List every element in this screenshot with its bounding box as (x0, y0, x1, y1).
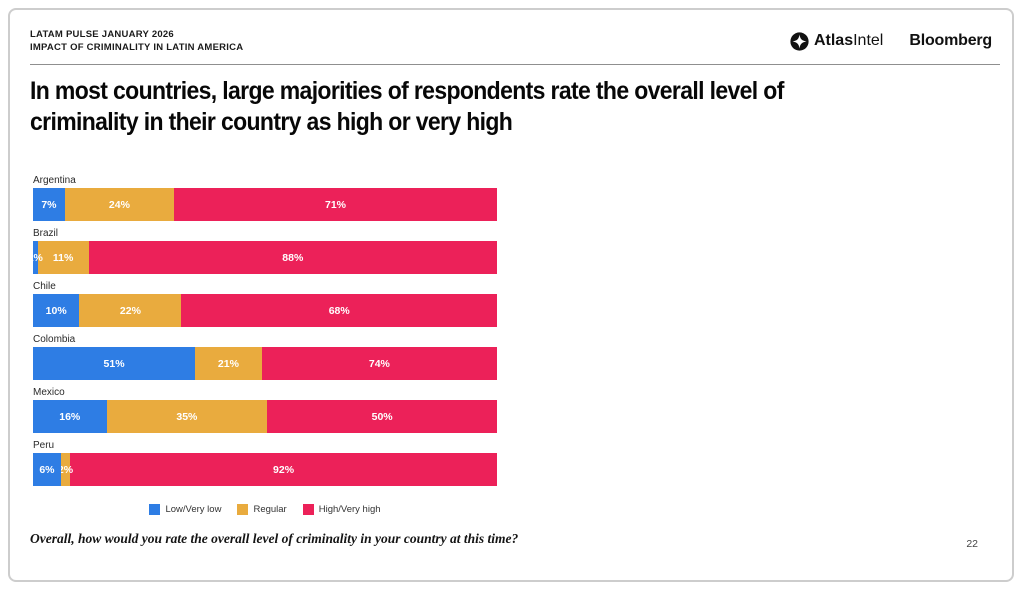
page-number: 22 (966, 538, 978, 550)
bar: 16% 35% 50% (33, 400, 497, 433)
country-label: Mexico (33, 387, 65, 398)
segment-value-label: 7% (41, 198, 57, 211)
segment-regular: 21% (195, 347, 262, 380)
segment-high-very-high: 71% (174, 188, 497, 221)
segment-regular: 35% (106, 400, 268, 433)
segment-regular: 11% (37, 241, 89, 274)
logos: AtlasIntel Bloomberg (790, 31, 992, 51)
segment-value-label: 74% (368, 357, 390, 370)
segment-value-label: 35% (176, 410, 198, 423)
segment-high-very-high: 50% (267, 400, 497, 433)
segment-value-label: 10% (45, 304, 67, 317)
bar: 10% 22% 68% (33, 294, 497, 327)
atlasintel-icon (790, 31, 809, 51)
country-label: Chile (33, 281, 56, 292)
legend-swatch (237, 504, 249, 515)
bar: 1% 11% 88% (33, 241, 497, 274)
legend-item: Regular (237, 504, 287, 515)
legend-label: Low/Very low (165, 504, 222, 515)
segment-value-label: 11% (52, 251, 74, 264)
segment-low-very-low: 10% (33, 294, 80, 327)
legend-swatch (302, 504, 314, 515)
stacked-bar-chart: Argentina 7% 24% 71% Brazil 1% 11% 88% Chile 10% 2… (33, 175, 497, 493)
segment-value-label: 71% (324, 198, 346, 211)
country-label: Peru (33, 440, 55, 451)
country-row: Brazil 1% 11% 88% (33, 228, 497, 274)
segment-regular: 2% (57, 453, 74, 486)
country-row: Argentina 7% 24% 71% (33, 175, 497, 221)
segment-value-label: 92% (273, 463, 295, 476)
segment-value-label: 1% (33, 251, 43, 264)
segment-low-very-low: 51% (33, 347, 196, 380)
kicker-line-1: LATAM PULSE JANUARY 2026 (30, 29, 174, 40)
atlasintel-logo: AtlasIntel (790, 31, 884, 51)
country-label: Colombia (33, 334, 76, 345)
header: LATAM PULSE JANUARY 2026 IMPACT OF CRIMI… (30, 22, 992, 60)
title-line-2: criminality in their country as high or … (30, 108, 513, 136)
bar: 7% 24% 71% (33, 188, 497, 221)
segment-low-very-low: 6% (33, 453, 61, 486)
country-row: Peru 6% 2% 92% (33, 440, 497, 486)
country-label: Brazil (33, 228, 59, 239)
kicker-line-2: IMPACT OF CRIMINALITY IN LATIN AMERICA (30, 42, 244, 53)
segment-low-very-low: 16% (33, 400, 107, 433)
country-row: Chile 10% 22% 68% (33, 281, 497, 327)
survey-question: Overall, how would you rate the overall … (30, 531, 519, 546)
slide-title: In most countries, large majorities of r… (30, 76, 784, 138)
atlasintel-wordmark: AtlasIntel (813, 32, 884, 49)
segment-value-label: 21% (217, 357, 239, 370)
segment-high-very-high: 68% (181, 294, 497, 327)
segment-value-label: 24% (108, 198, 130, 211)
report-kicker: LATAM PULSE JANUARY 2026 IMPACT OF CRIMI… (30, 28, 243, 54)
segment-value-label: 2% (57, 463, 74, 476)
segment-value-label: 22% (119, 304, 141, 317)
segment-value-label: 16% (59, 410, 81, 423)
slide: LATAM PULSE JANUARY 2026 IMPACT OF CRIMI… (8, 8, 1014, 582)
segment-value-label: 6% (39, 463, 55, 476)
bar: 6% 2% 92% (33, 453, 497, 486)
country-row: Mexico 16% 35% 50% (33, 387, 497, 433)
segment-low-very-low: 1% (33, 241, 43, 274)
segment-value-label: 51% (103, 357, 125, 370)
segment-high-very-high: 74% (261, 347, 497, 380)
title-line-1: In most countries, large majorities of r… (30, 77, 784, 105)
segment-regular: 24% (64, 188, 174, 221)
segment-high-very-high: 88% (88, 241, 497, 274)
segment-value-label: 88% (282, 251, 304, 264)
legend-item: High/Very high (302, 504, 381, 515)
segment-regular: 22% (79, 294, 182, 327)
header-divider (30, 64, 1000, 65)
legend-swatch (149, 504, 161, 515)
legend-label: Regular (253, 504, 287, 515)
country-label: Argentina (33, 175, 76, 186)
segment-low-very-low: 7% (33, 188, 65, 221)
chart-legend: Low/Very low Regular High/Very high (33, 504, 497, 515)
bar: 51% 21% 74% (33, 347, 497, 380)
segment-high-very-high: 92% (70, 453, 497, 486)
bloomberg-logo: Bloomberg (909, 32, 992, 49)
segment-value-label: 50% (371, 410, 393, 423)
country-row: Colombia 51% 21% 74% (33, 334, 497, 380)
legend-label: High/Very high (318, 504, 381, 515)
legend-item: Low/Very low (149, 504, 221, 515)
segment-value-label: 68% (328, 304, 350, 317)
